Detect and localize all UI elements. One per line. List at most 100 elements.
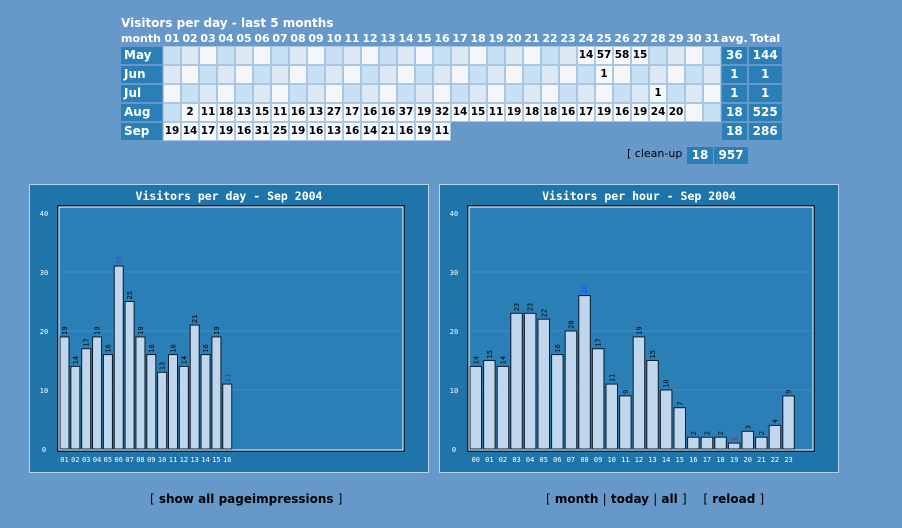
bar-value-label: 2 [758,431,766,435]
day-cell: 14 [361,122,379,141]
day-cell: 19 [595,103,613,122]
x-tick-label: 07 [567,456,575,464]
bar-value-label: 31 [115,256,123,264]
day-cell [469,46,487,65]
month-label[interactable]: Sep [120,122,163,141]
day-cell: 18 [523,103,541,122]
x-tick-label: 07 [125,456,133,464]
day-cell [307,65,325,84]
month-label[interactable]: Aug [120,103,163,122]
day-cell [451,46,469,65]
bar-value-label: 11 [608,374,616,382]
day-cell: 20 [667,103,685,122]
reload-link[interactable]: reload [712,492,756,506]
header-day: 14 [398,32,414,45]
bar-value-label: 25 [126,291,134,299]
day-cell [505,46,523,65]
day-cell [397,46,415,65]
x-tick-label: 22 [771,456,779,464]
header-day: 21 [524,32,540,45]
day-cell [307,46,325,65]
bar-value-label: 17 [83,338,91,346]
bar [146,354,157,450]
day-cell: 16 [613,103,631,122]
y-tick-label: 0 [452,446,456,454]
day-cell [451,84,469,103]
bar-value-label: 16 [170,344,178,352]
day-cell [271,65,289,84]
header-day: 05 [236,32,252,45]
bar-value-label: 3 [744,425,752,429]
month-link[interactable]: month [554,492,599,506]
day-cell [649,65,667,84]
bar [157,371,168,450]
day-cell [505,65,523,84]
y-tick-label: 30 [40,269,48,277]
day-cell: 19 [289,122,307,141]
day-cell [325,65,343,84]
day-cell: 14 [451,103,469,122]
x-tick-label: 04 [93,456,101,464]
x-tick-label: 02 [71,456,79,464]
y-tick-label: 40 [450,210,458,218]
day-cell [667,65,685,84]
day-cell [253,46,271,65]
header-day: 03 [200,32,216,45]
day-cell [361,65,379,84]
day-cell [379,65,397,84]
bar [469,365,482,450]
day-cell [487,84,505,103]
day-cell [505,84,523,103]
y-tick-label: 20 [40,328,48,336]
bar [605,383,618,450]
x-tick-label: 11 [169,456,177,464]
x-tick-label: 11 [621,456,629,464]
bracket-open: [ [546,492,551,506]
day-cell: 31 [253,122,271,141]
bar [92,336,103,450]
day-cell: 19 [217,122,235,141]
day-cell: 19 [505,103,523,122]
x-tick-label: 06 [553,456,561,464]
table-row: Aug 2 11 18 13 15 11 16 13 27 17 16 16 37 19 32 14 15 11 19… [120,103,783,122]
x-tick-label: 09 [594,456,602,464]
today-link[interactable]: today [610,492,649,506]
day-cell: 18 [217,103,235,122]
month-label[interactable]: Jul [120,84,163,103]
x-tick-label: 12 [180,456,188,464]
bar [673,407,686,450]
day-cell [523,122,541,141]
all-link[interactable]: all [661,492,678,506]
bar-value-label: 19 [635,326,643,334]
day-cell: 27 [325,103,343,122]
show-all-pageimpressions-link[interactable]: show all pageimpressions [158,492,334,506]
day-cell [199,84,217,103]
month-label[interactable]: Jun [120,65,163,84]
bar [727,442,741,450]
monthly-stats-table: month 01 02 03 04 05 06 07 08 09 10 11 12 13 14 15 16 17… [120,32,783,141]
day-cell [631,84,649,103]
header-day: 10 [326,32,342,45]
x-tick-label: 05 [540,456,548,464]
bracket-open: [ [703,492,709,506]
day-cell [163,65,181,84]
bar [200,354,211,450]
header-day: 04 [218,32,234,45]
bar-value-label: 23 [527,303,535,311]
cleanup-link[interactable]: [ clean-up ] [627,147,691,160]
day-cell: 13 [235,103,253,122]
day-cell [397,65,415,84]
plot-frame-shadow [467,205,815,452]
day-cell [325,84,343,103]
day-cell: 13 [307,103,325,122]
header-day: 27 [632,32,648,45]
day-cell [595,84,613,103]
day-cell [523,84,541,103]
day-cell: 15 [631,46,649,65]
month-label[interactable]: May [120,46,163,65]
header-day: 15 [416,32,432,45]
header-day: 24 [578,32,594,45]
day-cell [649,46,667,65]
x-tick-label: 06 [115,456,123,464]
day-cell [433,65,451,84]
